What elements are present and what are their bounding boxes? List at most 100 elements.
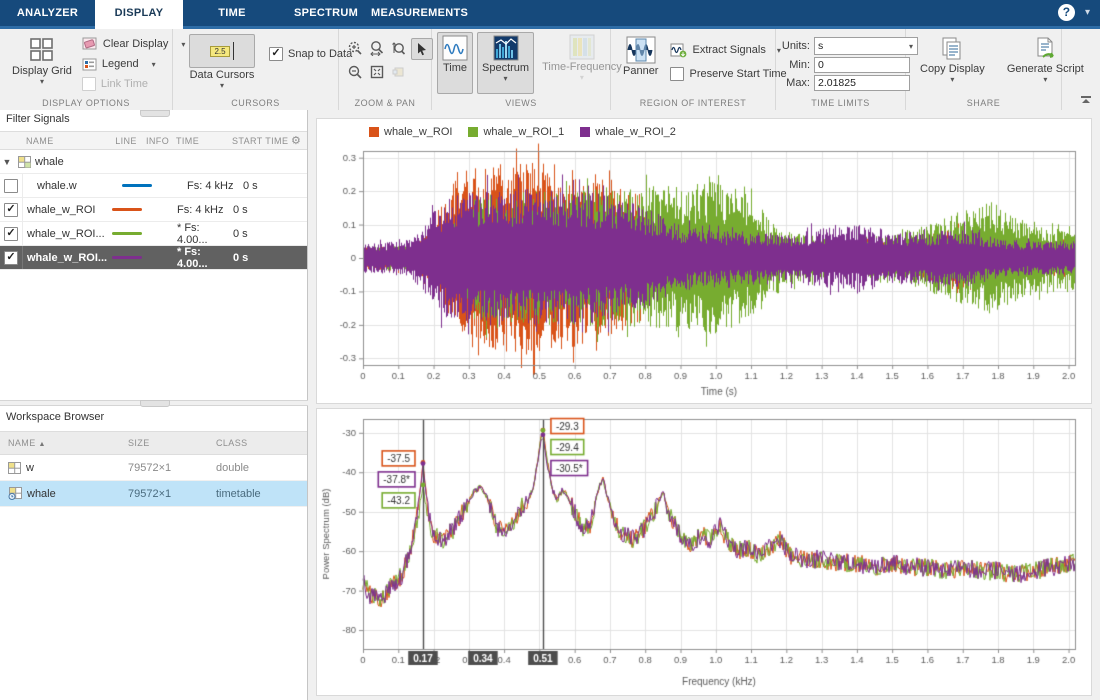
tab-measurements[interactable]: MEASUREMENTS bbox=[371, 7, 469, 19]
chevron-down-icon: ▾ bbox=[579, 73, 584, 82]
col-name[interactable]: NAME bbox=[26, 135, 54, 146]
copy-display-button[interactable]: Copy Display ▾ bbox=[916, 34, 989, 85]
col-info[interactable]: INFO bbox=[146, 135, 170, 146]
pointer-tool-icon[interactable] bbox=[411, 38, 433, 60]
signal-checkbox[interactable]: ✓ bbox=[4, 250, 18, 265]
extract-signals-button[interactable]: Extract Signals ▾ bbox=[670, 40, 786, 60]
signal-checkbox[interactable] bbox=[4, 178, 18, 193]
ws-col-class[interactable]: CLASS bbox=[216, 438, 248, 448]
signal-row[interactable]: whale.w Fs: 4 kHz 0 s bbox=[0, 174, 307, 198]
display-grid-label: Display Grid bbox=[12, 65, 72, 77]
max-time-input[interactable] bbox=[814, 75, 910, 91]
time-view-icon bbox=[442, 35, 468, 61]
display-grid-button[interactable]: Display Grid ▾ bbox=[8, 34, 76, 87]
units-select[interactable]: s ▾ bbox=[814, 37, 918, 55]
zoom-out-icon[interactable] bbox=[345, 62, 365, 82]
panner-button[interactable]: Panner bbox=[619, 34, 662, 79]
time-frequency-view-button[interactable]: Time-Frequency ▾ bbox=[538, 32, 626, 92]
tab-time[interactable]: TIME bbox=[218, 7, 246, 19]
snap-to-data-checkbox[interactable]: ✓ Snap to Data bbox=[269, 44, 352, 64]
section-views: Time Spectrum ▾ bbox=[432, 29, 622, 110]
tab-display[interactable]: DISPLAY bbox=[95, 0, 183, 29]
chevron-down-icon: ▾ bbox=[151, 59, 156, 69]
workspace-var-size: 79572×1 bbox=[128, 461, 172, 474]
panel-grip[interactable] bbox=[140, 110, 170, 117]
legend-item[interactable]: whale_w_ROI_1 bbox=[468, 126, 564, 138]
signal-start-time: 0 s bbox=[233, 227, 248, 240]
spectrum-view-label: Spectrum bbox=[482, 62, 530, 74]
chevron-down-icon[interactable]: ▾ bbox=[1084, 7, 1090, 18]
min-time-input[interactable] bbox=[814, 57, 910, 73]
help-icon[interactable]: ? bbox=[1057, 4, 1075, 21]
clear-display-button[interactable]: Clear Display ▾ bbox=[82, 34, 185, 54]
signal-row[interactable]: ✓ whale_w_ROI... * Fs: 4.00... 0 s bbox=[0, 246, 307, 270]
legend-icon bbox=[82, 58, 97, 70]
time-chart-canvas[interactable] bbox=[317, 119, 1089, 401]
display-grid-icon bbox=[30, 38, 53, 61]
section-label: VIEWS bbox=[505, 98, 537, 108]
tab-spectrum[interactable]: SPECTRUM bbox=[293, 7, 359, 19]
panner-label: Panner bbox=[623, 65, 659, 77]
ribbon: Display Grid ▾ Clear Display ▾ bbox=[0, 29, 1100, 111]
signal-group-row[interactable]: ▼ whale bbox=[0, 150, 307, 174]
splitter-grip[interactable] bbox=[140, 400, 170, 407]
signal-time: * Fs: 4.00... bbox=[177, 245, 208, 270]
zoom-in-y-icon[interactable] bbox=[389, 38, 409, 58]
section-display-options: Display Grid ▾ Clear Display ▾ bbox=[0, 29, 185, 110]
workspace-row[interactable]: whale 79572×1 timetable bbox=[0, 481, 307, 507]
preserve-start-time-label: Preserve Start Time bbox=[689, 68, 787, 80]
collapse-ribbon-icon[interactable] bbox=[1080, 96, 1092, 106]
legend-label: whale_w_ROI bbox=[384, 126, 453, 138]
section-cursors: 2.5 Data Cursors ▾ ✓ Snap to Data CURSOR… bbox=[173, 29, 352, 110]
generate-script-button[interactable]: Generate Script ▾ bbox=[1003, 34, 1088, 85]
legend-button[interactable]: Legend ▾ bbox=[82, 54, 185, 74]
min-label: Min: bbox=[789, 59, 810, 71]
signal-checkbox[interactable]: ✓ bbox=[4, 202, 18, 217]
legend-item[interactable]: whale_w_ROI bbox=[369, 126, 452, 138]
workspace-var-name: whale bbox=[27, 487, 56, 500]
legend-item[interactable]: whale_w_ROI_2 bbox=[580, 126, 676, 138]
signal-row[interactable]: ✓ whale_w_ROI... * Fs: 4.00... 0 s bbox=[0, 222, 307, 246]
preserve-start-time-checkbox[interactable]: Preserve Start Time bbox=[670, 64, 787, 84]
section-label: CURSORS bbox=[231, 98, 280, 108]
legend-label: whale_w_ROI_1 bbox=[483, 126, 565, 138]
signal-row[interactable]: ✓ whale_w_ROI Fs: 4 kHz 0 s bbox=[0, 198, 307, 222]
zoom-in-x-icon[interactable] bbox=[367, 38, 387, 58]
table-icon bbox=[18, 155, 31, 168]
ws-col-name[interactable]: NAME ▲ bbox=[8, 438, 46, 448]
expand-icon[interactable]: ▼ bbox=[2, 156, 12, 167]
legend: whale_w_ROI whale_w_ROI_1 whale_w_ROI_2 bbox=[369, 126, 676, 138]
legend-label: Legend bbox=[101, 58, 139, 70]
workspace-row[interactable]: w 79572×1 double bbox=[0, 455, 307, 481]
panel-splitter[interactable] bbox=[0, 400, 308, 407]
workspace-var-size: 79572×1 bbox=[128, 487, 172, 500]
signal-table-header: NAME LINE INFO TIME START TIME ⚙ bbox=[0, 132, 307, 150]
col-line[interactable]: LINE bbox=[115, 135, 137, 146]
line-swatch bbox=[117, 184, 157, 187]
sort-ascending-icon: ▲ bbox=[38, 441, 46, 448]
copy-display-icon bbox=[942, 37, 961, 60]
data-cursors-button[interactable]: 2.5 Data Cursors ▾ bbox=[185, 32, 259, 91]
signal-name: whale_w_ROI bbox=[27, 203, 96, 216]
left-panel: Filter Signals NAME LINE INFO TIME START… bbox=[0, 110, 308, 700]
gear-icon[interactable]: ⚙ bbox=[291, 135, 302, 147]
data-cursor-tag-icon: 2.5 bbox=[210, 45, 230, 57]
filter-signals-title: Filter Signals bbox=[0, 110, 307, 132]
tab-analyzer[interactable]: ANALYZER bbox=[16, 7, 79, 19]
spectrum-chart-canvas[interactable] bbox=[317, 409, 1089, 693]
fit-to-view-icon[interactable] bbox=[367, 62, 387, 82]
time-view-button[interactable]: Time bbox=[437, 32, 473, 94]
section-time-limits: Units: s ▾ Min: Max: TIME LIMITS bbox=[776, 29, 918, 110]
link-time-checkbox[interactable]: Link Time bbox=[81, 74, 185, 94]
col-time[interactable]: TIME bbox=[176, 135, 200, 146]
section-label: TIME LIMITS bbox=[811, 98, 870, 108]
pan-icon[interactable] bbox=[389, 62, 409, 82]
signal-checkbox[interactable]: ✓ bbox=[4, 226, 18, 241]
spectrum-view-button[interactable]: Spectrum ▾ bbox=[477, 32, 535, 94]
col-start-time[interactable]: START TIME bbox=[232, 135, 289, 146]
chevron-down-icon: ▾ bbox=[776, 45, 781, 55]
zoom-in-icon[interactable] bbox=[345, 38, 365, 58]
signal-start-time: 0 s bbox=[233, 203, 248, 216]
ws-col-size[interactable]: SIZE bbox=[128, 438, 150, 448]
panner-icon bbox=[626, 36, 656, 64]
